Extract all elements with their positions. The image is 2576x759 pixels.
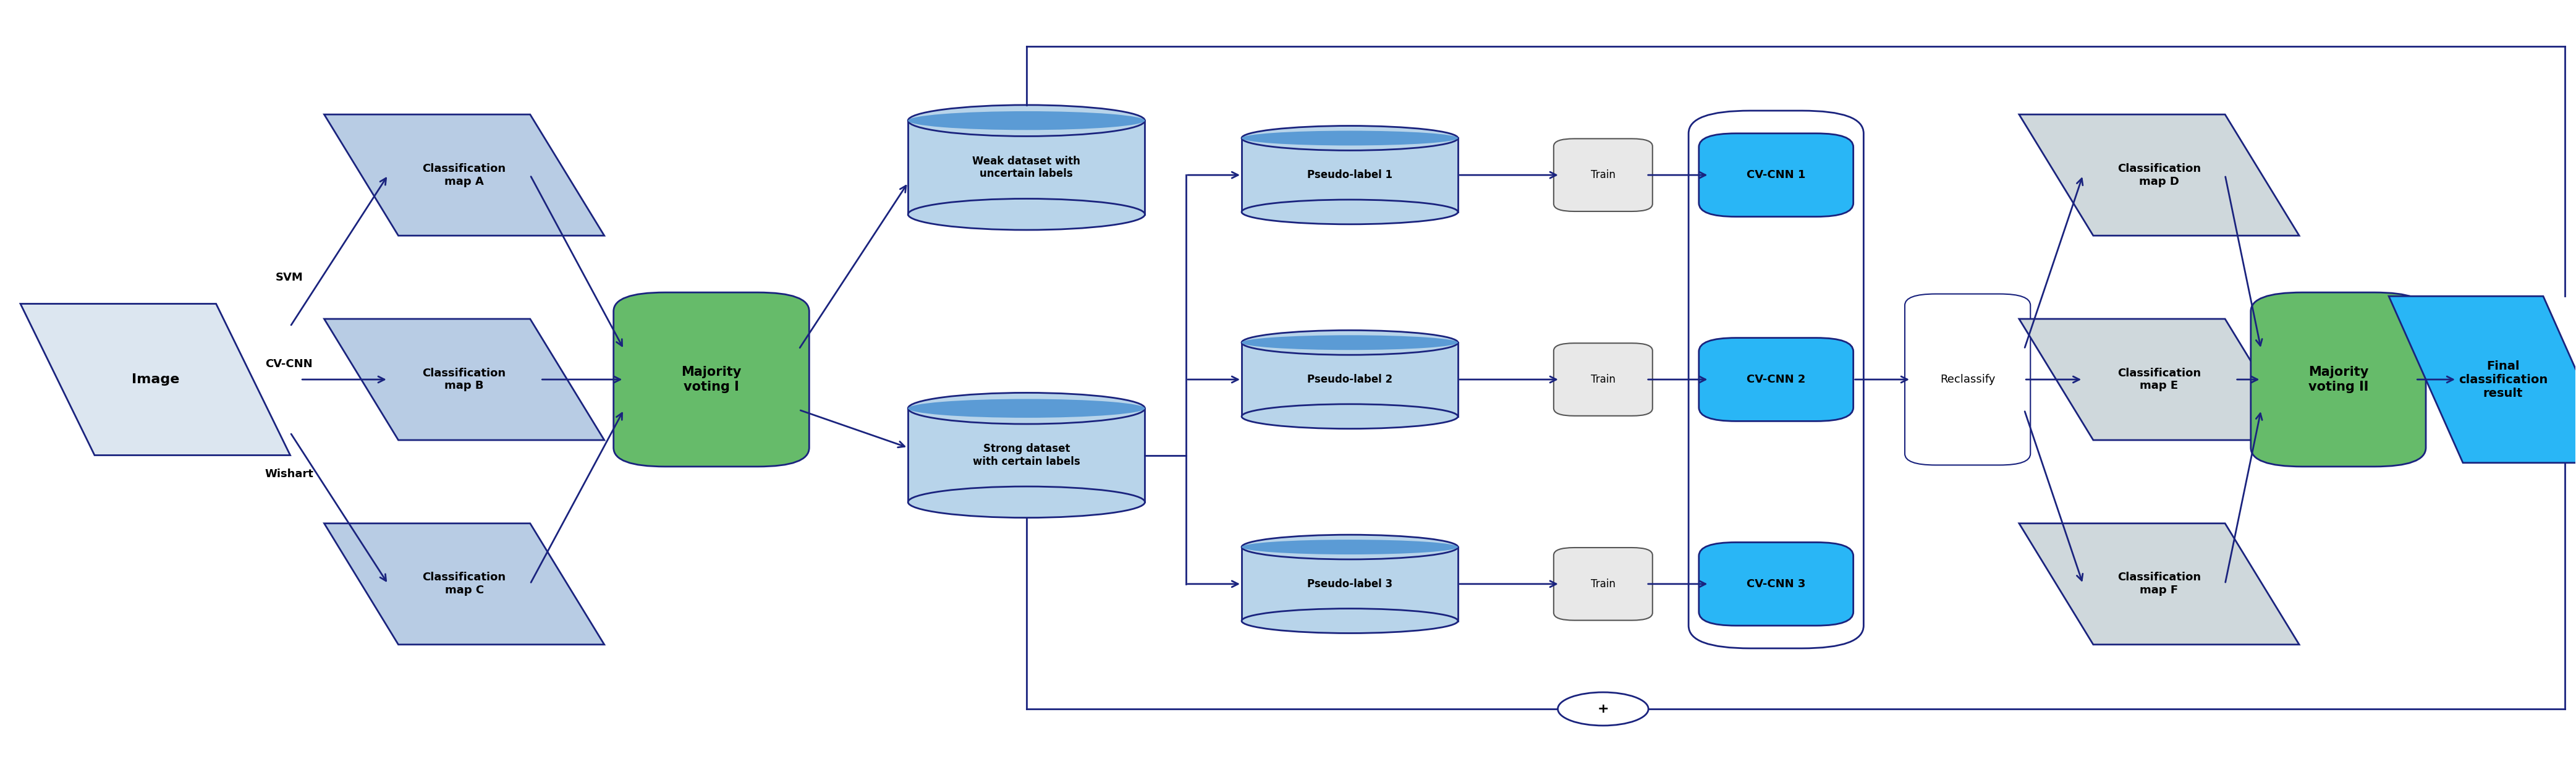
FancyBboxPatch shape — [1242, 138, 1458, 212]
Ellipse shape — [907, 487, 1144, 518]
Text: Majority
voting II: Majority voting II — [2308, 366, 2367, 393]
FancyBboxPatch shape — [2251, 292, 2427, 467]
Text: Classification
map B: Classification map B — [422, 367, 505, 392]
FancyBboxPatch shape — [1553, 343, 1654, 416]
Polygon shape — [2388, 296, 2576, 463]
Text: Train: Train — [1592, 374, 1615, 385]
Text: Classification
map D: Classification map D — [2117, 163, 2200, 187]
Text: Strong dataset
with certain labels: Strong dataset with certain labels — [974, 443, 1079, 468]
Ellipse shape — [907, 105, 1144, 136]
Circle shape — [1558, 692, 1649, 726]
Text: CV-CNN: CV-CNN — [265, 359, 312, 370]
Text: Reclassify: Reclassify — [1940, 374, 1996, 385]
FancyBboxPatch shape — [1242, 547, 1458, 621]
Text: CV-CNN 3: CV-CNN 3 — [1747, 578, 1806, 590]
FancyBboxPatch shape — [1242, 342, 1458, 417]
Ellipse shape — [907, 399, 1144, 417]
Text: Image: Image — [131, 373, 180, 386]
Text: CV-CNN 2: CV-CNN 2 — [1747, 374, 1806, 385]
Text: Wishart: Wishart — [265, 468, 314, 480]
Text: Majority
voting I: Majority voting I — [680, 366, 742, 393]
Text: Pseudo-label 3: Pseudo-label 3 — [1306, 578, 1394, 590]
Ellipse shape — [1242, 126, 1458, 150]
FancyBboxPatch shape — [613, 292, 809, 467]
Ellipse shape — [907, 392, 1144, 424]
Ellipse shape — [1242, 404, 1458, 429]
FancyBboxPatch shape — [1698, 338, 1852, 421]
Text: Pseudo-label 2: Pseudo-label 2 — [1306, 374, 1394, 385]
Text: CV-CNN 1: CV-CNN 1 — [1747, 169, 1806, 181]
Text: Classification
map E: Classification map E — [2117, 367, 2200, 392]
Polygon shape — [325, 524, 605, 644]
Ellipse shape — [1242, 535, 1458, 559]
Ellipse shape — [1242, 131, 1458, 146]
Polygon shape — [21, 304, 291, 455]
Text: Train: Train — [1592, 578, 1615, 590]
Ellipse shape — [1242, 200, 1458, 224]
Ellipse shape — [1242, 609, 1458, 633]
Text: +: + — [1597, 703, 1610, 715]
Ellipse shape — [1242, 330, 1458, 355]
FancyBboxPatch shape — [1698, 134, 1852, 216]
Text: Classification
map F: Classification map F — [2117, 572, 2200, 596]
FancyBboxPatch shape — [1553, 547, 1654, 620]
Text: Weak dataset with
uncertain labels: Weak dataset with uncertain labels — [971, 156, 1079, 179]
Ellipse shape — [907, 112, 1144, 130]
Polygon shape — [2020, 319, 2300, 440]
FancyBboxPatch shape — [1553, 139, 1654, 212]
Polygon shape — [325, 319, 605, 440]
Text: Final
classification
result: Final classification result — [2458, 360, 2548, 399]
FancyBboxPatch shape — [1904, 294, 2030, 465]
FancyBboxPatch shape — [1698, 543, 1852, 625]
Polygon shape — [325, 115, 605, 235]
Text: SVM: SVM — [276, 272, 304, 283]
Text: Train: Train — [1592, 169, 1615, 181]
Ellipse shape — [1242, 540, 1458, 554]
Ellipse shape — [907, 199, 1144, 230]
Polygon shape — [2020, 524, 2300, 644]
Polygon shape — [2020, 115, 2300, 235]
FancyBboxPatch shape — [907, 121, 1144, 214]
Text: Classification
map A: Classification map A — [422, 163, 505, 187]
Text: Pseudo-label 1: Pseudo-label 1 — [1306, 169, 1394, 181]
Ellipse shape — [1242, 335, 1458, 350]
FancyBboxPatch shape — [907, 408, 1144, 502]
Text: Classification
map C: Classification map C — [422, 572, 505, 596]
